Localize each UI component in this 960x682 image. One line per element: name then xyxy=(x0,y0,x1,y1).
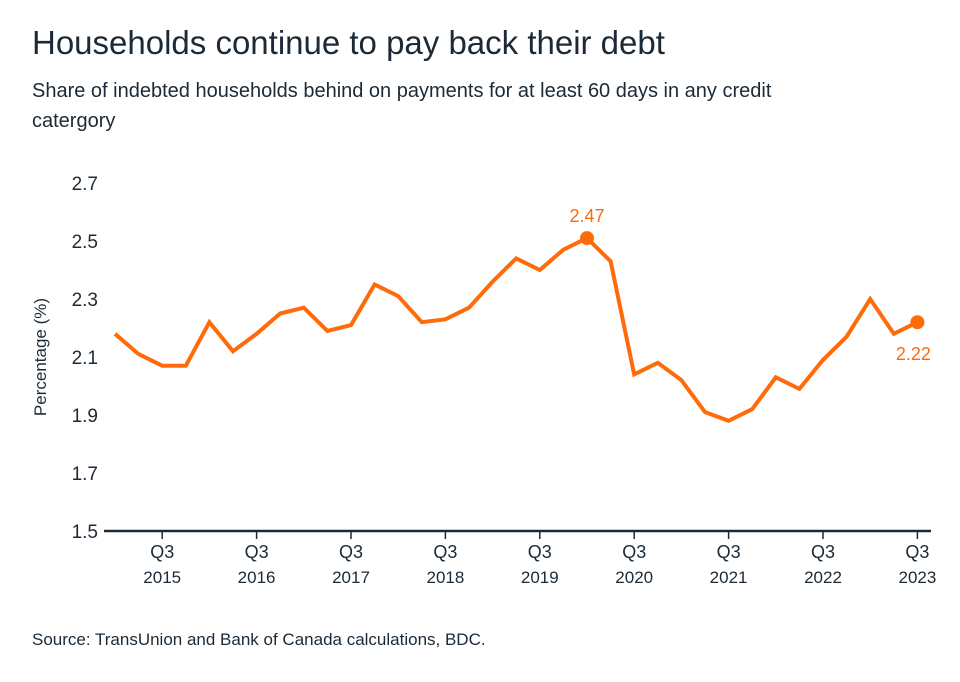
y-tick-label: 2.1 xyxy=(72,348,98,369)
source-note: Source: TransUnion and Bank of Canada ca… xyxy=(32,630,486,649)
x-tick-year: 2020 xyxy=(615,568,653,587)
x-tick-quarter: Q3 xyxy=(811,542,835,562)
x-tick-year: 2018 xyxy=(426,568,464,587)
y-tick-label: 2.3 xyxy=(72,290,98,311)
y-tick-label: 2.7 xyxy=(72,174,98,195)
chart-title: Households continue to pay back their de… xyxy=(32,24,665,61)
y-tick-label: 1.9 xyxy=(72,406,98,427)
x-tick-quarter: Q3 xyxy=(339,542,363,562)
x-tick-quarter: Q3 xyxy=(717,542,741,562)
y-tick-label: 2.5 xyxy=(72,232,98,253)
x-tick-year: 2023 xyxy=(898,568,936,587)
x-tick-quarter: Q3 xyxy=(433,542,457,562)
x-tick-year: 2015 xyxy=(143,568,181,587)
x-tick-year: 2016 xyxy=(238,568,276,587)
x-tick-quarter: Q3 xyxy=(905,542,929,562)
x-tick-quarter: Q3 xyxy=(245,542,269,562)
x-tick-year: 2021 xyxy=(710,568,748,587)
x-tick-quarter: Q3 xyxy=(622,542,646,562)
x-tick-year: 2019 xyxy=(521,568,559,587)
highlight-point xyxy=(580,231,594,246)
x-tick-quarter: Q3 xyxy=(150,542,174,562)
x-tick-year: 2017 xyxy=(332,568,370,587)
y-tick-label: 1.7 xyxy=(72,464,98,485)
chart-subtitle: Share of indebted households behind on p… xyxy=(32,80,772,132)
highlight-point xyxy=(910,315,925,330)
x-tick-year: 2022 xyxy=(804,568,842,587)
data-line xyxy=(113,235,919,423)
y-axis-label: Percentage (%) xyxy=(31,298,50,416)
x-tick-quarter: Q3 xyxy=(528,542,552,562)
data-label: 2.22 xyxy=(896,344,931,364)
y-tick-label: 1.5 xyxy=(72,522,98,543)
data-label: 2.47 xyxy=(569,206,604,226)
